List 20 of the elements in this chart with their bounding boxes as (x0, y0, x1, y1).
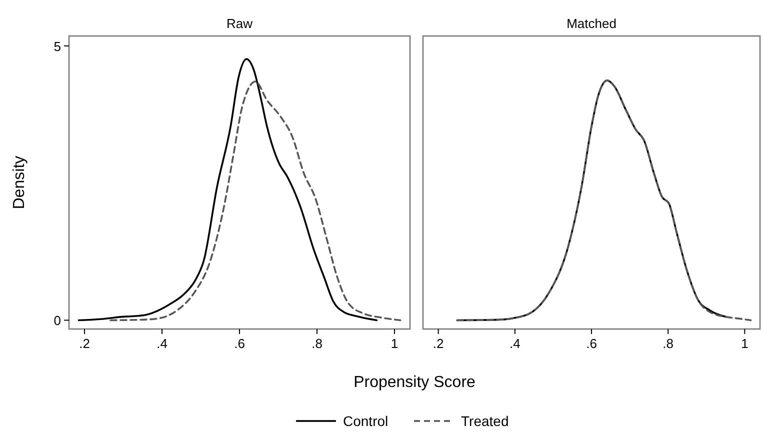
x-tick-label: .4 (156, 336, 168, 351)
x-tick-label: .6 (234, 336, 245, 351)
x-tick-label: .2 (79, 336, 90, 351)
chart-title: Raw (226, 16, 254, 31)
y-axis-title: Density (11, 156, 28, 210)
x-axis-title: Propensity Score (354, 374, 476, 391)
x-tick-label: .4 (509, 336, 520, 351)
legend-label: Treated (461, 413, 509, 429)
x-tick-label: .2 (432, 336, 444, 351)
x-tick-label: .8 (312, 336, 322, 351)
x-tick-label: 1 (390, 336, 398, 351)
legend-label: Control (343, 413, 388, 429)
y-tick-label: 5 (54, 38, 61, 54)
y-tick-label: 0 (54, 313, 61, 328)
chart-title: Matched (566, 16, 616, 31)
line-series (110, 80, 402, 322)
x-tick-label: .8 (662, 336, 674, 351)
x-tick-label: .6 (586, 336, 597, 351)
x-tick-label: 1 (741, 336, 748, 351)
line-series (78, 58, 378, 322)
